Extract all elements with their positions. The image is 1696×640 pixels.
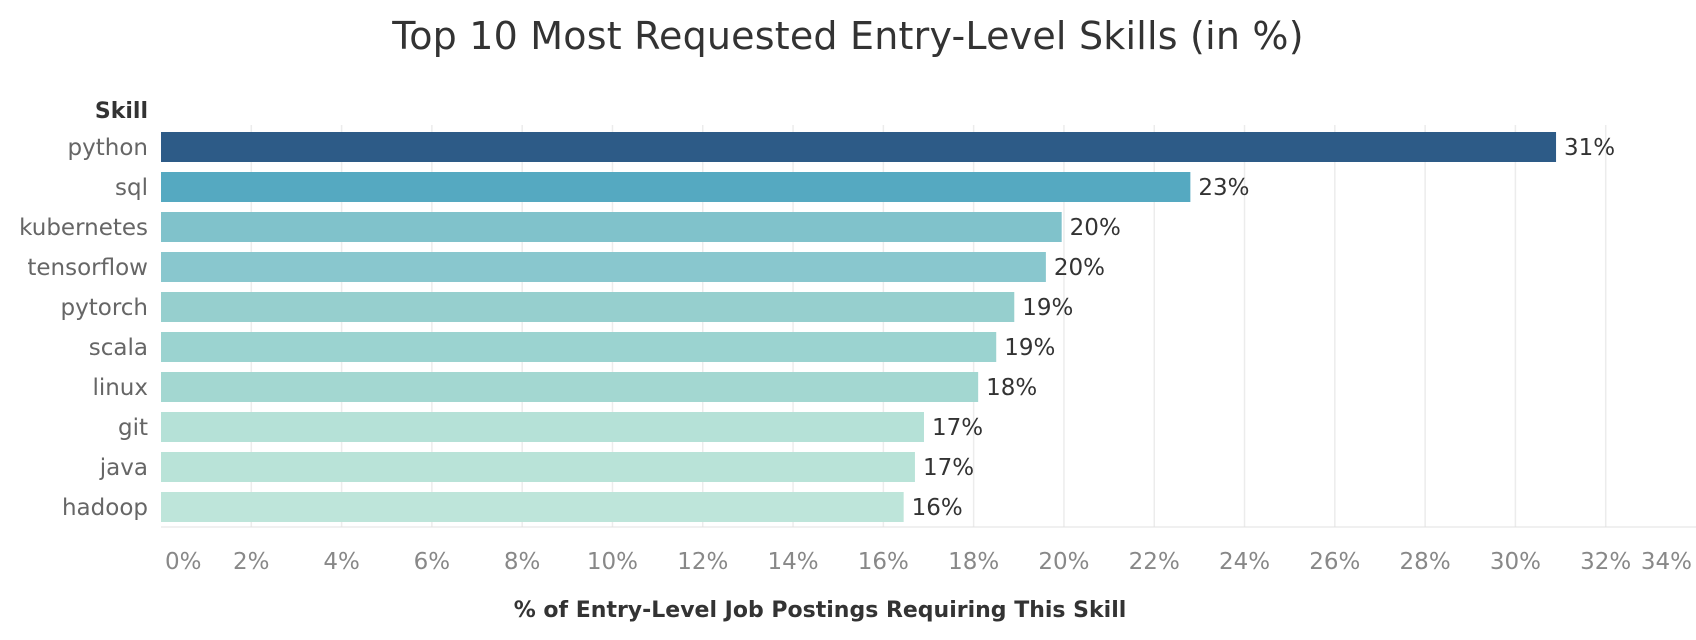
data-label: 19% <box>1022 295 1073 321</box>
category-label: git <box>118 415 148 441</box>
data-label: 31% <box>1564 135 1615 161</box>
x-tick-label: 8% <box>504 549 541 575</box>
x-tick-label: 16% <box>858 549 909 575</box>
category-label: kubernetes <box>19 215 148 241</box>
x-tick-label: 18% <box>948 549 999 575</box>
bar-hadoop <box>161 492 904 522</box>
bar-pytorch <box>161 292 1015 322</box>
data-label: 17% <box>923 455 974 481</box>
data-label: 16% <box>912 495 963 521</box>
x-tick-label: 0% <box>165 549 202 575</box>
x-tick-label: 20% <box>1038 549 1089 575</box>
bar-linux <box>161 372 979 402</box>
x-tick-label: 24% <box>1219 549 1270 575</box>
x-tick-label: 14% <box>767 549 818 575</box>
x-tick-label: 22% <box>1129 549 1180 575</box>
category-label: scala <box>89 335 148 361</box>
bar-python <box>161 132 1557 162</box>
x-tick-label: 30% <box>1490 549 1541 575</box>
data-label: 17% <box>932 415 983 441</box>
bar-kubernetes <box>161 212 1062 242</box>
x-tick-label: 34% <box>1641 549 1692 575</box>
bar-java <box>161 452 915 482</box>
data-label: 19% <box>1004 335 1055 361</box>
bar-git <box>161 412 924 442</box>
x-tick-label: 2% <box>233 549 270 575</box>
y-axis-header: Skill <box>95 99 148 124</box>
x-tick-label: 12% <box>677 549 728 575</box>
x-axis-title: % of Entry-Level Job Postings Requiring … <box>514 598 1127 623</box>
x-tick-label: 10% <box>587 549 638 575</box>
data-label: 23% <box>1198 175 1249 201</box>
chart-title: Top 10 Most Requested Entry-Level Skills… <box>392 14 1304 58</box>
category-label: python <box>68 135 148 161</box>
category-label: sql <box>115 175 148 201</box>
data-label: 20% <box>1070 215 1121 241</box>
bars <box>161 132 1557 522</box>
category-label: hadoop <box>62 495 148 521</box>
category-label: linux <box>92 375 148 401</box>
x-tick-label: 4% <box>323 549 360 575</box>
category-label: tensorflow <box>27 255 148 281</box>
x-tick-label: 32% <box>1580 549 1631 575</box>
data-label: 18% <box>986 375 1037 401</box>
data-label: 20% <box>1054 255 1105 281</box>
category-label: java <box>99 455 148 481</box>
x-tick-label: 28% <box>1400 549 1451 575</box>
bar-sql <box>161 172 1191 202</box>
category-label: pytorch <box>61 295 148 321</box>
x-tick-label: 26% <box>1309 549 1360 575</box>
labels: 0% 2% 4% 6% 8% 10% 12% 14% 16% 18% 20% 22% 24% 26% 28%… <box>19 135 1692 575</box>
x-tick-label: 6% <box>414 549 451 575</box>
bar-scala <box>161 332 997 362</box>
bar-tensorflow <box>161 252 1046 282</box>
